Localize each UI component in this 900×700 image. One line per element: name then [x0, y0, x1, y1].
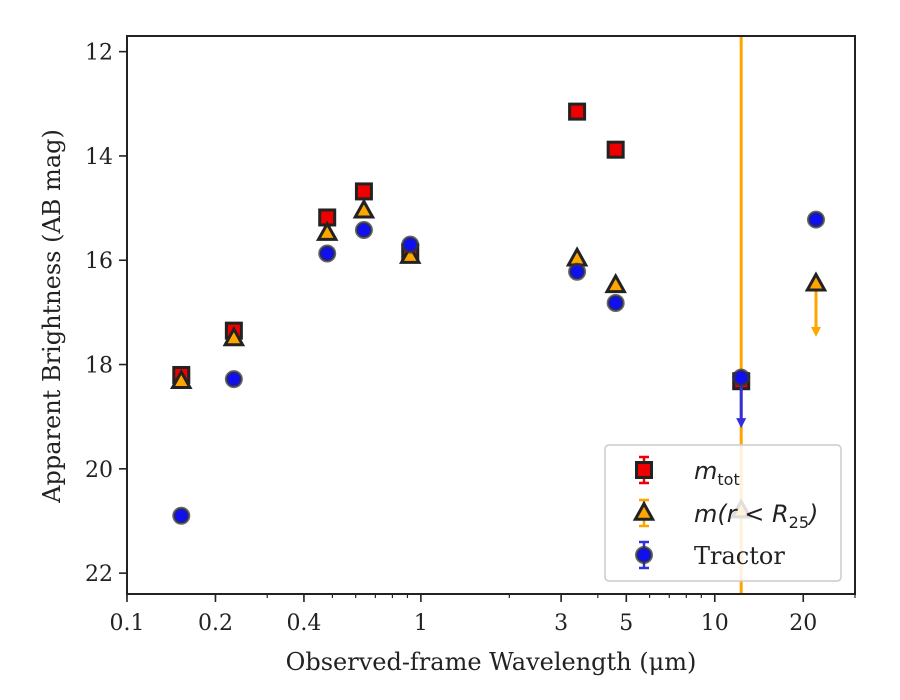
- x-tick-label: 0.4: [286, 611, 321, 636]
- x-tick-label: 3: [554, 611, 568, 636]
- series-mtot: [172, 102, 751, 391]
- y-tick-label: 20: [85, 458, 113, 483]
- x-axis-label: Observed-frame Wavelength (μm): [286, 648, 697, 676]
- mtot-point: [354, 182, 373, 201]
- data-marks: [170, 36, 828, 594]
- mtot-point: [606, 140, 625, 159]
- mr25-point: [222, 326, 246, 347]
- y-tick-label: 14: [85, 145, 113, 170]
- y-tick-label: 12: [85, 41, 113, 66]
- mr25-point: [170, 368, 193, 390]
- tractor-point: [318, 244, 337, 263]
- x-tick-label: 20: [789, 611, 817, 636]
- plot-frame: [126, 35, 856, 595]
- tractor-point: [354, 220, 373, 239]
- x-tick-label: 0.1: [110, 611, 145, 636]
- y-axis-label: Apparent Brightness (AB mag): [38, 129, 66, 504]
- legend-marker-mr25: [632, 500, 656, 521]
- x-tick-label: 1: [414, 611, 428, 636]
- legend-label-mtot: mtot: [694, 457, 740, 489]
- tractor-point: [606, 294, 625, 313]
- upper-limit-arrow-head: [736, 418, 747, 429]
- legend-marker-tractor: [635, 546, 653, 564]
- legend-marker-mtot: [635, 461, 653, 479]
- x-tick-label: 10: [701, 611, 729, 636]
- x-tick-label: 0.2: [198, 611, 233, 636]
- tractor-point: [568, 262, 587, 281]
- mr25-point: [804, 271, 828, 292]
- y-tick-label: 18: [85, 354, 113, 379]
- mr25-point: [315, 220, 339, 241]
- y-tick-label: 16: [85, 249, 113, 274]
- axes: 0.1 0.2 0.4 1 3 5 10 20 12 14 16 18 20 22: [85, 35, 856, 636]
- tractor-point: [172, 506, 191, 525]
- legend-label-tractor: Tractor: [694, 542, 785, 570]
- upper-limit-arrow-head: [810, 326, 821, 337]
- legend: mtot m(r < R25) Tractor: [604, 444, 842, 582]
- mr25-point: [565, 246, 589, 267]
- mr25-point: [604, 272, 627, 294]
- tractor-point: [224, 370, 243, 389]
- series-tractor: [172, 210, 825, 525]
- y-tick-label: 22: [85, 562, 113, 587]
- mr25-point: [352, 198, 376, 219]
- tractor-point: [806, 210, 825, 229]
- x-tick-label: 5: [619, 611, 633, 636]
- mtot-point: [568, 102, 587, 121]
- legend-box: [604, 444, 842, 582]
- legend-label-mr25: m(r < R25): [694, 500, 818, 532]
- mr25-point: [398, 243, 422, 264]
- tractor-point: [732, 368, 751, 387]
- tractor-point: [401, 235, 420, 254]
